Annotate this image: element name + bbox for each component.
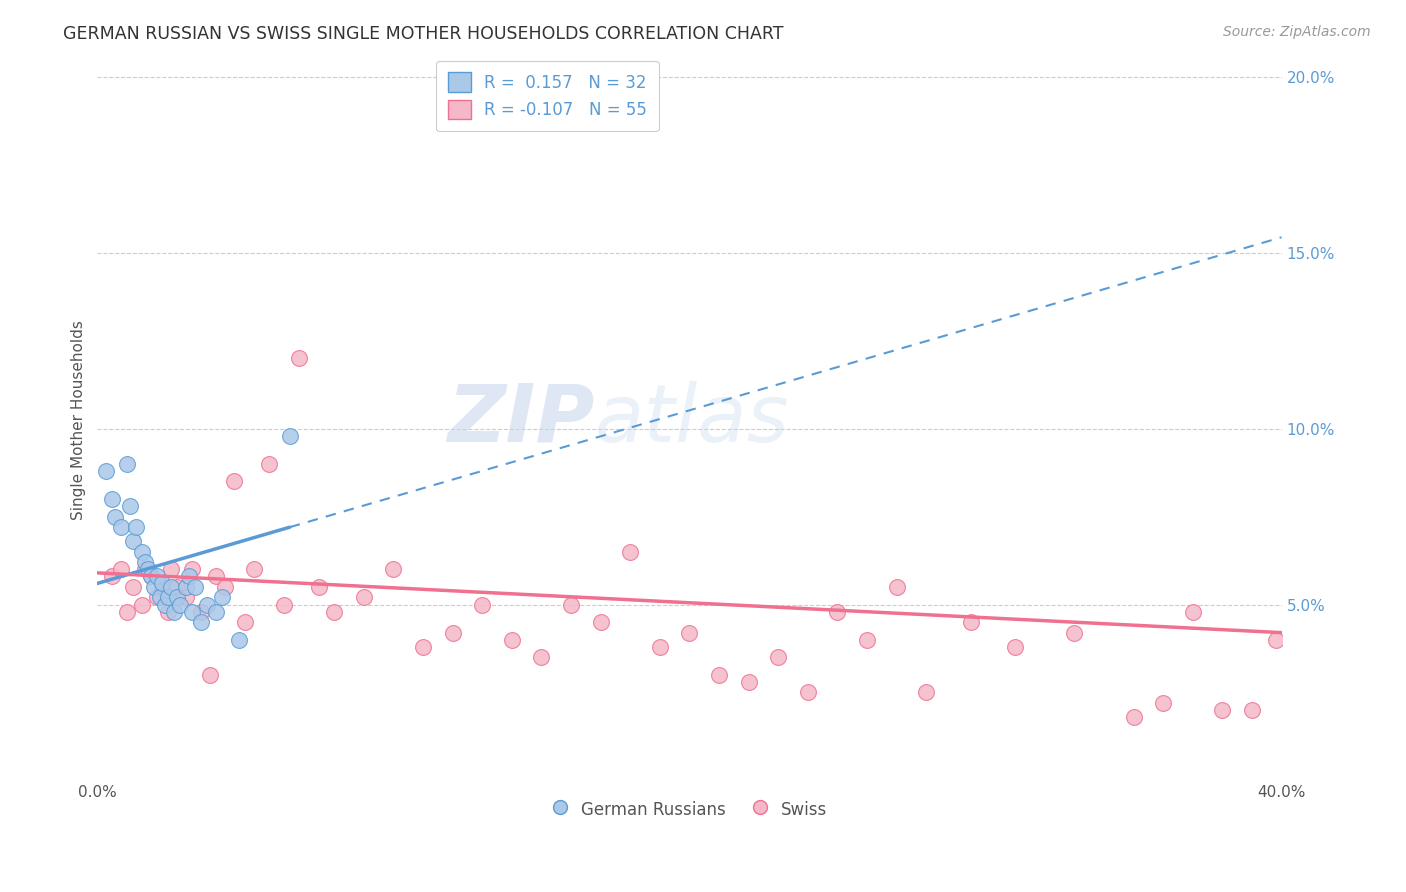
Point xyxy=(412,640,434,654)
Point xyxy=(278,429,301,443)
Point xyxy=(169,598,191,612)
Point xyxy=(157,605,180,619)
Point xyxy=(323,605,346,619)
Point xyxy=(856,632,879,647)
Point xyxy=(125,520,148,534)
Point xyxy=(104,509,127,524)
Point xyxy=(198,668,221,682)
Point xyxy=(915,685,938,699)
Point xyxy=(152,580,174,594)
Point xyxy=(101,491,124,506)
Point xyxy=(589,615,612,629)
Point xyxy=(184,580,207,594)
Point xyxy=(353,591,375,605)
Point xyxy=(152,576,174,591)
Point xyxy=(619,545,641,559)
Point xyxy=(214,580,236,594)
Point xyxy=(142,580,165,594)
Point xyxy=(195,598,218,612)
Point xyxy=(501,632,523,647)
Point xyxy=(131,598,153,612)
Point xyxy=(1004,640,1026,654)
Point xyxy=(139,569,162,583)
Point xyxy=(166,580,188,594)
Point xyxy=(886,580,908,594)
Point xyxy=(1211,703,1233,717)
Point xyxy=(707,668,730,682)
Point xyxy=(157,591,180,605)
Point xyxy=(166,591,188,605)
Point xyxy=(181,562,204,576)
Legend: German Russians, Swiss: German Russians, Swiss xyxy=(544,792,834,826)
Point xyxy=(96,464,118,478)
Point xyxy=(530,650,553,665)
Text: GERMAN RUSSIAN VS SWISS SINGLE MOTHER HOUSEHOLDS CORRELATION CHART: GERMAN RUSSIAN VS SWISS SINGLE MOTHER HO… xyxy=(63,25,783,43)
Point xyxy=(101,569,124,583)
Point xyxy=(228,632,250,647)
Point xyxy=(115,457,138,471)
Point xyxy=(115,605,138,619)
Point xyxy=(160,562,183,576)
Point xyxy=(110,520,132,534)
Point xyxy=(1264,632,1286,647)
Point xyxy=(648,640,671,654)
Text: atlas: atlas xyxy=(595,381,789,459)
Point xyxy=(678,625,700,640)
Point xyxy=(122,534,145,549)
Y-axis label: Single Mother Households: Single Mother Households xyxy=(72,320,86,520)
Point xyxy=(211,591,233,605)
Point xyxy=(204,569,226,583)
Point xyxy=(959,615,981,629)
Point xyxy=(441,625,464,640)
Point xyxy=(110,562,132,576)
Text: ZIP: ZIP xyxy=(447,381,595,459)
Point xyxy=(145,591,167,605)
Point xyxy=(174,580,197,594)
Point xyxy=(134,562,156,576)
Point xyxy=(131,545,153,559)
Point xyxy=(560,598,582,612)
Text: Source: ZipAtlas.com: Source: ZipAtlas.com xyxy=(1223,25,1371,39)
Point xyxy=(257,457,280,471)
Point xyxy=(174,591,197,605)
Point xyxy=(222,475,245,489)
Point xyxy=(1152,696,1174,710)
Point xyxy=(827,605,849,619)
Point xyxy=(243,562,266,576)
Point xyxy=(382,562,405,576)
Point xyxy=(181,605,204,619)
Point xyxy=(1122,710,1144,724)
Point xyxy=(1240,703,1263,717)
Point xyxy=(122,580,145,594)
Point xyxy=(136,562,159,576)
Point xyxy=(471,598,494,612)
Point xyxy=(190,605,212,619)
Point xyxy=(308,580,330,594)
Point xyxy=(287,351,309,366)
Point xyxy=(737,674,759,689)
Point xyxy=(204,605,226,619)
Point xyxy=(163,605,186,619)
Point xyxy=(235,615,257,629)
Point xyxy=(160,580,183,594)
Point xyxy=(139,569,162,583)
Point xyxy=(768,650,790,665)
Point xyxy=(155,598,177,612)
Point xyxy=(190,615,212,629)
Point xyxy=(273,598,295,612)
Point xyxy=(148,591,170,605)
Point xyxy=(1181,605,1204,619)
Point xyxy=(145,569,167,583)
Point xyxy=(797,685,820,699)
Point xyxy=(179,569,201,583)
Point xyxy=(134,555,156,569)
Point xyxy=(1063,625,1085,640)
Point xyxy=(118,499,141,513)
